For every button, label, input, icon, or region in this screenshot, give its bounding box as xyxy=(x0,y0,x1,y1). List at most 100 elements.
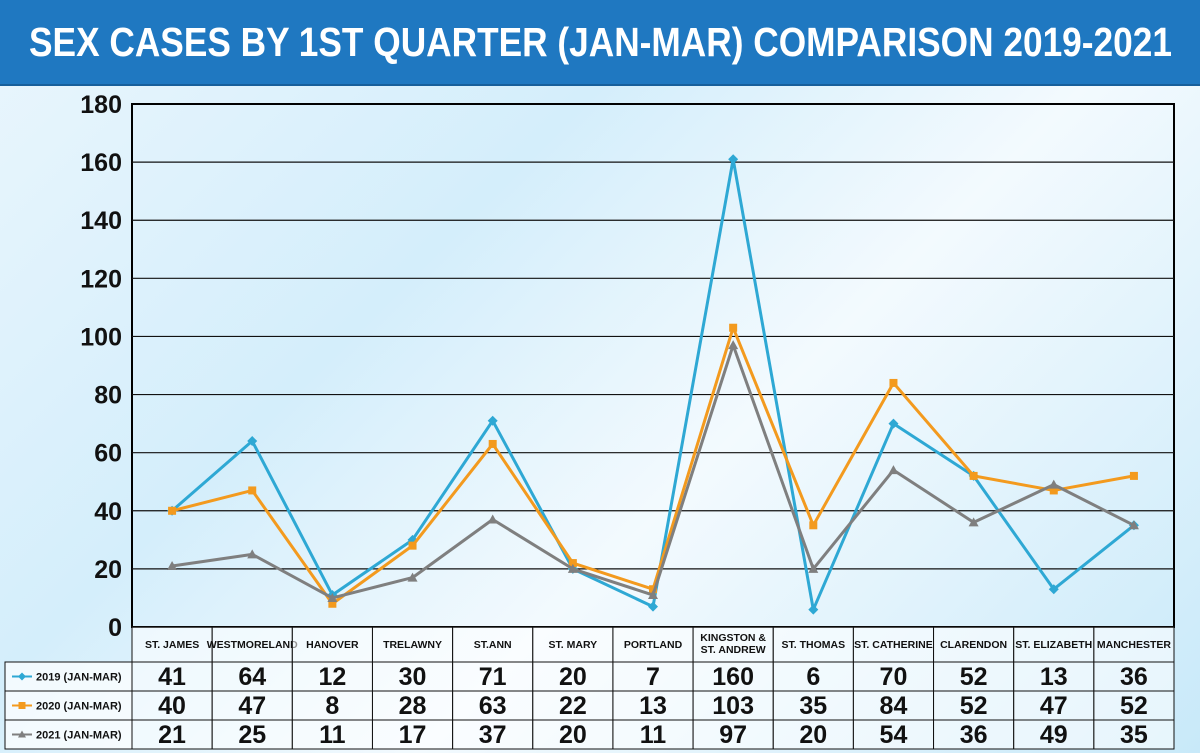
grid-layer xyxy=(131,103,1175,628)
table-value-cell xyxy=(211,719,293,750)
table-value-cell xyxy=(131,661,213,692)
y-tick-label: 40 xyxy=(94,498,122,526)
data-label: 25 xyxy=(238,721,266,749)
table-header-cell xyxy=(371,626,454,663)
legend-label: 2021 (JAN-MAR) xyxy=(36,730,122,742)
data-label: 49 xyxy=(1040,721,1068,749)
data-label: 35 xyxy=(799,692,827,720)
axis-layer: 0 20 40 60 80 100 120 140 160 180 xyxy=(80,91,122,642)
category-label: CLARENDON xyxy=(940,639,1007,651)
data-label: 11 xyxy=(640,721,667,749)
data-label: 36 xyxy=(960,721,988,749)
data-label: 63 xyxy=(479,692,507,720)
data-label: 52 xyxy=(1120,692,1148,720)
category-label: MANCHESTER xyxy=(1097,639,1172,651)
data-point xyxy=(648,590,658,600)
y-tick-label: 120 xyxy=(80,265,122,293)
data-label: 13 xyxy=(639,692,667,720)
data-point xyxy=(487,514,498,524)
data-point xyxy=(969,471,978,480)
data-point xyxy=(328,599,337,608)
data-label: 41 xyxy=(158,663,186,691)
data-point xyxy=(888,465,899,475)
table-value-cell xyxy=(1093,690,1175,721)
data-label: 37 xyxy=(479,721,507,749)
data-point xyxy=(809,521,818,530)
data-point xyxy=(487,415,498,426)
category-label: ST. CATHERINE xyxy=(854,639,933,651)
series-layer xyxy=(167,154,1139,615)
data-point xyxy=(728,154,739,165)
data-point xyxy=(1049,486,1058,495)
data-label: 54 xyxy=(880,721,908,749)
table-value-cell xyxy=(612,690,694,721)
data-point xyxy=(728,340,739,350)
table-value-cell xyxy=(291,690,373,721)
series-line xyxy=(171,343,1135,600)
data-label: 35 xyxy=(1120,721,1148,749)
data-label: 71 xyxy=(479,663,507,691)
category-label: ST.ANN xyxy=(474,639,512,651)
table-value-cell xyxy=(933,690,1015,721)
page-title: SEX CASES BY 1ST QUARTER (JAN-MAR) COMPA… xyxy=(28,18,1172,65)
y-tick-label: 180 xyxy=(80,91,122,119)
data-point xyxy=(168,506,177,515)
table-value-cell xyxy=(371,690,454,721)
data-label: 20 xyxy=(559,721,587,749)
category-label: TRELAWNY xyxy=(383,639,442,651)
table-value-cell xyxy=(772,719,854,750)
data-point xyxy=(888,418,899,429)
y-tick-label: 20 xyxy=(94,556,122,584)
table-value-cell xyxy=(692,719,774,750)
data-point xyxy=(407,572,418,582)
table-value-cell xyxy=(131,719,213,750)
data-point xyxy=(167,560,178,570)
data-table: ST. JAMES WESTMORELAND HANOVER TRELAWNY ST.A… xyxy=(4,626,1175,750)
data-label: 20 xyxy=(559,663,587,691)
data-label: 22 xyxy=(559,692,587,720)
table-value-cell xyxy=(211,690,293,721)
category-label: PORTLAND xyxy=(624,639,683,651)
y-tick-label: 160 xyxy=(80,149,122,177)
y-tick-label: 60 xyxy=(94,440,122,468)
category-label: KINGSTON & xyxy=(700,632,766,644)
y-tick-label: 0 xyxy=(108,614,122,642)
category-label: WESTMORELAND xyxy=(207,639,298,651)
data-label: 47 xyxy=(238,692,266,720)
data-point xyxy=(808,604,819,615)
table-value-cell xyxy=(772,661,854,692)
table-value-cell xyxy=(452,719,534,750)
data-point xyxy=(808,563,819,573)
table-value-cell xyxy=(291,719,373,750)
table-value-cell xyxy=(933,719,1015,750)
data-point xyxy=(1048,479,1059,489)
table-value-cell xyxy=(1013,661,1095,692)
y-tick-label: 140 xyxy=(80,207,122,235)
data-label: 36 xyxy=(1120,663,1148,691)
plot-area-border xyxy=(131,103,1175,628)
data-label: 7 xyxy=(646,663,660,691)
data-label: 97 xyxy=(719,721,747,749)
data-label: 17 xyxy=(399,721,427,749)
data-label: 52 xyxy=(960,663,988,691)
data-label: 8 xyxy=(325,692,339,720)
table-value-cell xyxy=(532,661,614,692)
data-point xyxy=(1048,584,1059,595)
data-point xyxy=(247,436,258,447)
data-point xyxy=(247,549,258,559)
category-label: ST. JAMES xyxy=(145,639,199,651)
legend-marker xyxy=(18,672,26,681)
data-label: 47 xyxy=(1040,692,1068,720)
table-value-cell xyxy=(371,661,454,692)
table-header-cell xyxy=(1013,626,1095,663)
data-point xyxy=(649,585,657,594)
data-label: 6 xyxy=(806,663,820,691)
category-label: ST. THOMAS xyxy=(782,639,846,651)
table-header-cell xyxy=(772,626,854,663)
category-label: ST. MARY xyxy=(549,639,598,651)
table-value-cell xyxy=(612,661,694,692)
table-header-cell xyxy=(612,626,694,663)
data-label: 12 xyxy=(318,663,346,691)
legend-label: 2019 (JAN-MAR) xyxy=(36,672,122,684)
table-header-cell xyxy=(852,626,935,663)
